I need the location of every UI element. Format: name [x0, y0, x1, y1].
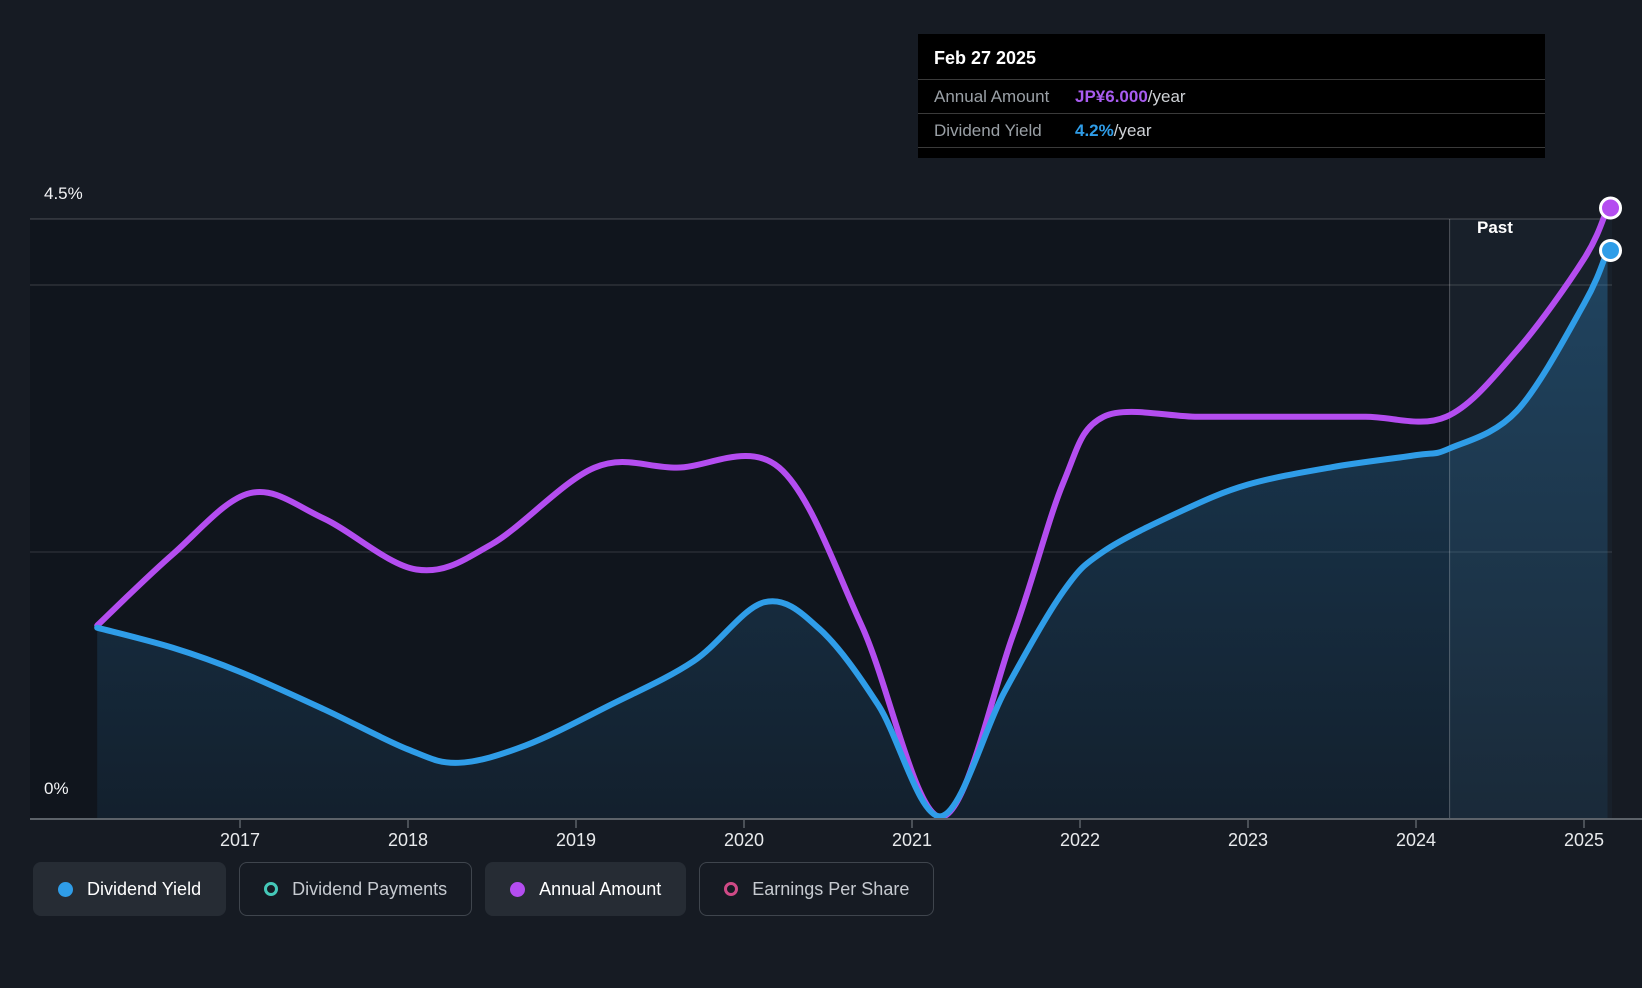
- x-axis-label-2017: 2017: [219, 830, 261, 850]
- x-axis-label-2023: 2023: [1227, 830, 1269, 850]
- x-axis-label-2020: 2020: [723, 830, 765, 850]
- legend-item-earnings-per-share[interactable]: Earnings Per Share: [699, 862, 935, 916]
- earnings-per-share-marker-icon: [724, 882, 739, 896]
- tooltip: Feb 27 2025 Annual Amount JP¥6.000/year …: [918, 34, 1545, 158]
- dividend-yield-marker-icon: [58, 881, 73, 897]
- legend-item-annual-amount[interactable]: Annual Amount: [485, 862, 687, 916]
- legend-item-dividend-yield[interactable]: Dividend Yield: [33, 862, 227, 916]
- tooltip-value: 4.2%/year: [1075, 120, 1152, 140]
- past-region-label: Past: [1477, 218, 1513, 237]
- y-axis-label-bottom: 0%: [44, 779, 69, 798]
- x-axis-label-2022: 2022: [1059, 830, 1101, 850]
- annual-amount-marker-icon: [510, 881, 526, 897]
- legend-item-label: Annual Amount: [539, 878, 662, 899]
- x-axis-label-2024: 2024: [1395, 830, 1437, 850]
- tooltip-label: Annual Amount: [934, 86, 1050, 106]
- legend: Dividend Yield Dividend Payments Annual Am…: [33, 862, 935, 916]
- tooltip-row-dividend-yield: Dividend Yield 4.2%/year: [918, 114, 1545, 148]
- x-axis-label-2025: 2025: [1563, 830, 1605, 850]
- tooltip-value: JP¥6.000/year: [1075, 86, 1186, 106]
- x-axis-label-2018: 2018: [387, 830, 429, 850]
- x-axis-label-2019: 2019: [555, 830, 597, 850]
- legend-item-label: Earnings Per Share: [752, 878, 910, 899]
- dividend-yield-area: [97, 250, 1608, 819]
- dividend-yield-line: [94, 247, 1611, 820]
- legend-item-dividend-payments[interactable]: Dividend Payments: [239, 862, 473, 916]
- tooltip-date: Feb 27 2025: [918, 46, 1545, 80]
- tooltip-label: Dividend Yield: [934, 120, 1042, 140]
- legend-item-label: Dividend Yield: [87, 878, 202, 899]
- y-axis-label-top: 4.5%: [44, 184, 83, 203]
- x-axis-label-2021: 2021: [891, 830, 933, 850]
- legend-item-label: Dividend Payments: [292, 878, 448, 899]
- dividend-yield-end-marker: [1599, 238, 1623, 262]
- dividend-payments-marker-icon: [264, 882, 279, 896]
- tooltip-row-annual-amount: Annual Amount JP¥6.000/year: [918, 80, 1545, 114]
- annual-amount-end-marker: [1599, 196, 1623, 220]
